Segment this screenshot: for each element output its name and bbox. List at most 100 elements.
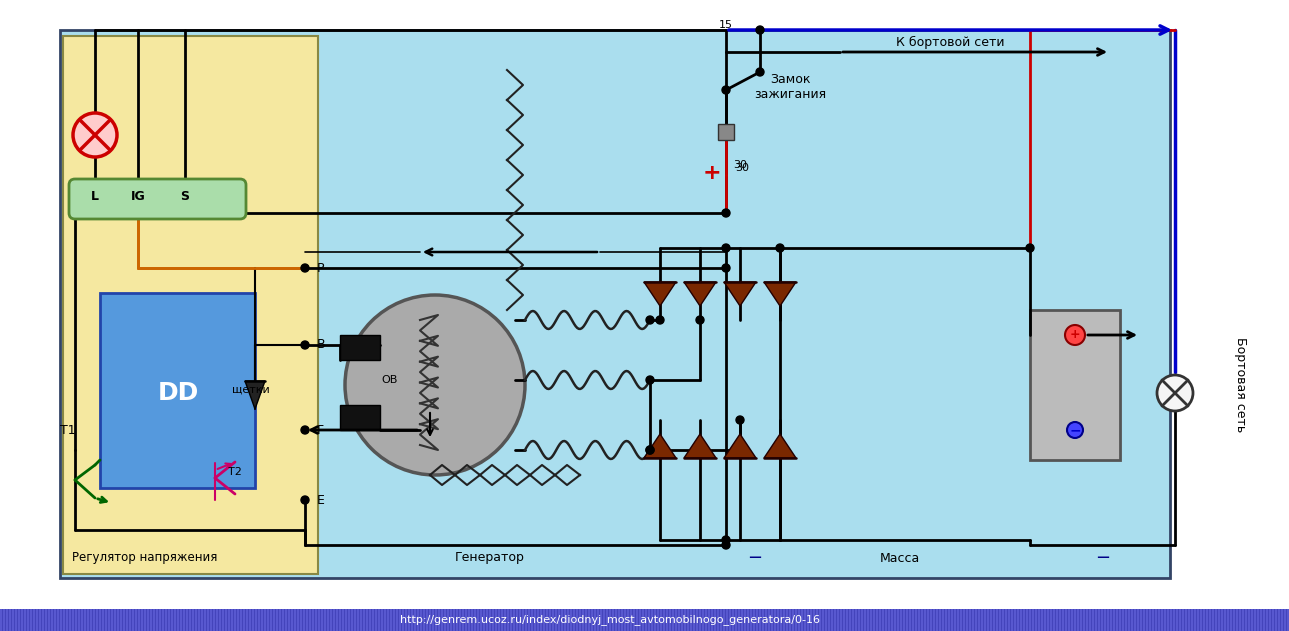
Bar: [70, 609, 71, 631]
Bar: [1158, 609, 1160, 631]
Text: 15: 15: [719, 20, 733, 30]
Bar: [330, 609, 331, 631]
Bar: [603, 609, 605, 631]
Bar: [744, 609, 745, 631]
Bar: [1227, 609, 1228, 631]
Bar: [540, 609, 541, 631]
Bar: [1069, 609, 1070, 631]
Bar: [877, 609, 878, 631]
Bar: [312, 609, 313, 631]
Bar: [138, 609, 139, 631]
Bar: [300, 609, 302, 631]
Bar: [0, 609, 1, 631]
Bar: [86, 609, 89, 631]
Circle shape: [646, 316, 654, 324]
Bar: [6, 609, 8, 631]
Bar: [244, 609, 245, 631]
Bar: [561, 609, 562, 631]
Bar: [516, 609, 517, 631]
Bar: [690, 609, 691, 631]
Bar: [1179, 609, 1181, 631]
Bar: [18, 609, 19, 631]
Bar: [1094, 609, 1097, 631]
Bar: [101, 293, 255, 488]
Bar: [590, 609, 593, 631]
Bar: [210, 609, 211, 631]
Bar: [996, 609, 998, 631]
Polygon shape: [764, 434, 797, 458]
Bar: [834, 609, 835, 631]
Circle shape: [656, 316, 664, 324]
Bar: [391, 609, 392, 631]
Bar: [354, 609, 356, 631]
Circle shape: [736, 416, 744, 424]
Bar: [1029, 609, 1030, 631]
Bar: [192, 609, 193, 631]
Bar: [418, 609, 419, 631]
Circle shape: [757, 68, 764, 76]
Circle shape: [776, 244, 784, 252]
Bar: [1254, 609, 1255, 631]
Bar: [12, 609, 13, 631]
Bar: [831, 609, 833, 631]
Bar: [305, 609, 308, 631]
Bar: [345, 609, 347, 631]
Bar: [99, 609, 101, 631]
Bar: [93, 609, 94, 631]
Circle shape: [722, 244, 730, 252]
Circle shape: [646, 446, 654, 454]
Bar: [1230, 609, 1231, 631]
Bar: [840, 609, 842, 631]
Bar: [414, 609, 415, 631]
Bar: [732, 609, 733, 631]
Bar: [1098, 609, 1100, 631]
Bar: [1139, 609, 1142, 631]
Text: http://genrem.ucoz.ru/index/diodnyj_most_avtomobilnogo_generatora/0-16: http://genrem.ucoz.ru/index/diodnyj_most…: [400, 615, 820, 625]
Bar: [30, 609, 31, 631]
Bar: [942, 609, 944, 631]
Bar: [1119, 609, 1120, 631]
Bar: [165, 609, 166, 631]
Bar: [597, 609, 598, 631]
Bar: [615, 609, 616, 631]
Text: −: −: [1069, 423, 1080, 437]
Bar: [3, 609, 4, 631]
Bar: [870, 609, 871, 631]
Bar: [287, 609, 290, 631]
Bar: [246, 609, 247, 631]
Bar: [918, 609, 919, 631]
Bar: [122, 609, 125, 631]
Bar: [813, 609, 815, 631]
Bar: [1002, 609, 1004, 631]
Bar: [1152, 609, 1154, 631]
Bar: [974, 609, 977, 631]
Bar: [748, 609, 749, 631]
Polygon shape: [684, 434, 715, 458]
Bar: [780, 609, 781, 631]
Bar: [57, 609, 58, 631]
Bar: [1128, 609, 1129, 631]
Bar: [1188, 609, 1190, 631]
Bar: [226, 609, 227, 631]
Bar: [852, 609, 853, 631]
Bar: [72, 609, 73, 631]
Bar: [718, 124, 733, 140]
Bar: [52, 609, 53, 631]
Bar: [594, 609, 596, 631]
Circle shape: [345, 295, 525, 475]
Circle shape: [696, 316, 704, 324]
Bar: [1225, 609, 1226, 631]
Bar: [315, 609, 317, 631]
Bar: [429, 609, 431, 631]
Bar: [81, 609, 82, 631]
Bar: [1017, 609, 1018, 631]
Bar: [339, 609, 340, 631]
Bar: [687, 609, 688, 631]
Circle shape: [302, 426, 309, 434]
Bar: [1060, 609, 1061, 631]
Bar: [495, 609, 496, 631]
Text: −: −: [748, 549, 763, 567]
Bar: [39, 609, 40, 631]
Circle shape: [757, 26, 764, 34]
Bar: [0, 609, 1289, 631]
